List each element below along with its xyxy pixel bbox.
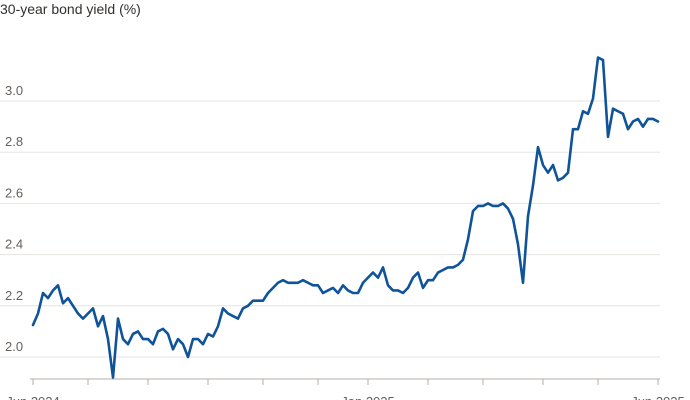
y-tick-label: 2.2 <box>5 288 23 303</box>
x-tick-label: Jun 2024 <box>6 394 60 400</box>
y-tick-label: 2.8 <box>5 134 23 149</box>
chart-title: 30-year bond yield (%) <box>0 1 141 17</box>
y-tick-label: 3.0 <box>5 83 23 98</box>
y-tick-label: 2.6 <box>5 185 23 200</box>
x-tick-label: Jun 2025 <box>631 394 685 400</box>
x-tick-label: Jan 2025 <box>341 394 395 400</box>
y-tick-label: 2.4 <box>5 237 23 252</box>
y-tick-label: 2.0 <box>5 339 23 354</box>
line-series <box>31 56 660 379</box>
